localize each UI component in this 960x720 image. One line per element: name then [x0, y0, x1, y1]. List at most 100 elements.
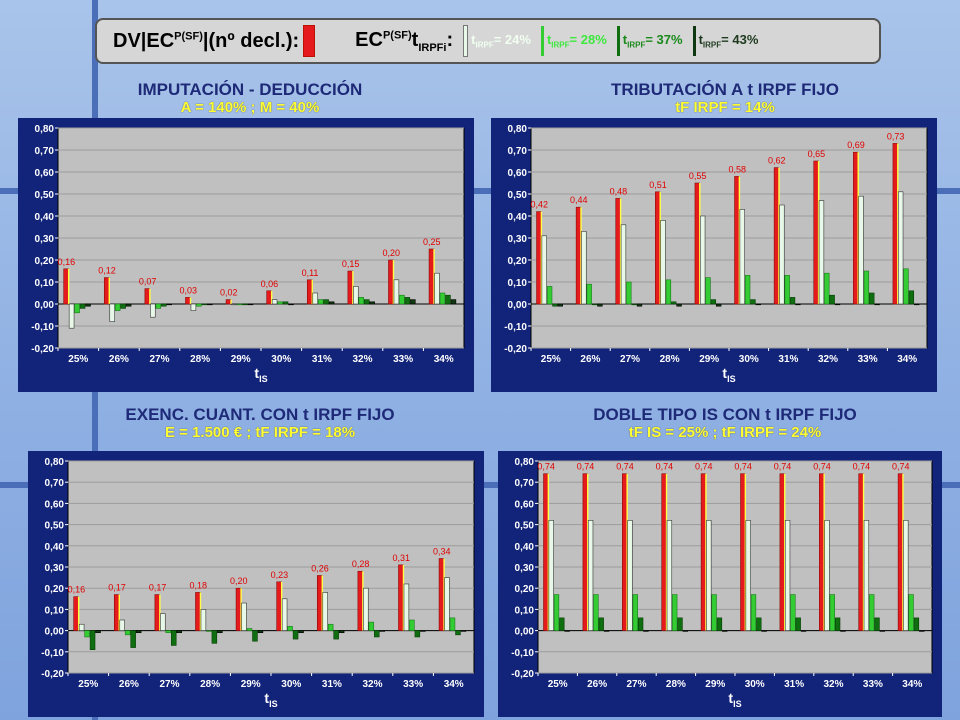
x-tick-label: 30% — [281, 679, 301, 690]
bar-series-2 — [78, 623, 85, 631]
bar-series-4 — [591, 303, 598, 306]
bar-highlight — [817, 161, 820, 304]
bar-series-4 — [829, 294, 835, 305]
bar-highlight — [402, 564, 405, 631]
bar-series-4 — [598, 617, 604, 631]
bar-series-2 — [548, 520, 554, 631]
bar-series-1 — [144, 288, 151, 305]
bar-series-1 — [388, 259, 394, 305]
y-tick-label: 0,00 — [508, 300, 528, 311]
bar-series-5 — [879, 630, 886, 632]
bar-series-2 — [109, 303, 115, 322]
bar-series-4 — [161, 303, 167, 307]
bar-series-1 — [779, 473, 785, 631]
bar-series-5 — [914, 303, 920, 306]
bar-highlight — [862, 473, 865, 631]
x-axis-label-sub: IS — [733, 699, 742, 709]
y-tick-label: -0,20 — [41, 669, 64, 680]
x-axis-label-sub: IS — [727, 374, 736, 384]
bar-series-2 — [903, 520, 909, 631]
bar-series-5 — [135, 630, 142, 634]
bar-series-3 — [790, 594, 796, 631]
y-tick-label: 0,10 — [515, 605, 535, 616]
bar-series-4 — [120, 303, 126, 309]
header-text: DV|EC — [113, 29, 175, 52]
bar-series-1 — [892, 143, 898, 305]
bar-series-3 — [711, 594, 717, 631]
bar-highlight — [443, 558, 445, 631]
bar-series-4 — [637, 617, 644, 631]
bar-highlight — [433, 249, 435, 304]
x-axis-label-main: t — [722, 365, 727, 381]
bar-series-4 — [414, 630, 421, 638]
bar-series-2 — [119, 619, 125, 631]
chart-title-tributacion: TRIBUTACIÓN A t IRPF FIJO tF IRPF = 14% — [490, 80, 960, 116]
bar-series-4 — [908, 290, 915, 305]
bar-series-2 — [779, 204, 785, 305]
x-tick-label: 30% — [271, 354, 291, 365]
data-label: 0,16 — [68, 585, 86, 595]
bar-highlight — [744, 473, 747, 631]
x-tick-label: 33% — [858, 354, 878, 365]
bar-series-2 — [858, 195, 864, 305]
bar-series-2 — [241, 602, 247, 631]
chart-panel-tributacion: 0,80 0,70 0,60 0,50 0,40 0,30 0,20 0,10 0,00 -0,1… — [491, 118, 937, 392]
data-label: 0,23 — [271, 570, 289, 580]
bar-highlight — [784, 473, 786, 631]
data-label: 0,03 — [179, 285, 197, 295]
bar-series-1 — [235, 587, 242, 631]
bar-series-4 — [874, 617, 880, 631]
bar-series-2 — [620, 224, 627, 305]
data-label: 0,74 — [656, 462, 674, 472]
bar-series-5 — [682, 630, 689, 632]
bar-series-5 — [840, 630, 846, 632]
header-text: : — [446, 28, 454, 51]
bar-series-4 — [913, 617, 920, 631]
bar-series-5 — [557, 303, 563, 307]
bar-series-4 — [552, 303, 558, 307]
y-tick-label: 0,50 — [45, 521, 65, 532]
bar-highlight — [778, 167, 780, 304]
x-tick-label: 33% — [863, 679, 883, 690]
header-formula-2: ECP(SF)tIRPFi: — [355, 29, 453, 54]
data-label: 0,02 — [220, 288, 238, 298]
x-tick-label: 32% — [823, 679, 843, 690]
y-tick-label: 0,20 — [35, 256, 55, 267]
bar-series-4 — [404, 297, 411, 305]
bar-series-2 — [627, 520, 633, 631]
bar-highlight — [392, 260, 395, 304]
bar-series-3 — [206, 630, 212, 632]
header-formula: DV|ECP(SF)|(nº decl.): — [113, 30, 299, 53]
y-tick-label: -0,10 — [504, 322, 527, 333]
bar-series-5 — [125, 303, 132, 307]
data-label: 0,58 — [728, 164, 746, 174]
y-tick-label: 0,00 — [35, 300, 55, 311]
bar-series-1 — [655, 191, 661, 305]
x-tick-label: 33% — [403, 679, 423, 690]
header-sup: P(SF) — [174, 29, 203, 42]
bar-highlight — [902, 473, 904, 631]
bar-series-2 — [666, 520, 673, 631]
bar-highlight — [321, 575, 323, 631]
bar-series-3 — [829, 594, 835, 631]
bar-highlight — [240, 588, 242, 631]
bar-series-2 — [322, 592, 328, 631]
y-tick-label: 0,70 — [35, 146, 55, 157]
bar-series-1 — [276, 581, 282, 631]
bar-series-1 — [438, 558, 445, 631]
bar-series-5 — [338, 630, 345, 634]
legend-text: tIRPF= 37% — [622, 32, 683, 50]
y-tick-label: 0,70 — [515, 478, 535, 489]
bar-series-1 — [622, 473, 628, 631]
bar-series-1 — [73, 596, 79, 631]
bar-highlight — [897, 143, 899, 304]
x-tick-label: 28% — [190, 354, 210, 365]
chart-panel-imputacion: 0,80 0,70 0,60 0,50 0,40 0,30 0,20 0,10 0,00 -0,1… — [18, 118, 474, 392]
bar-series-5 — [874, 303, 880, 306]
header-sup: P(SF) — [382, 28, 412, 41]
y-tick-label: 0,00 — [515, 627, 535, 638]
bar-series-1 — [819, 473, 825, 631]
bar-series-4 — [171, 630, 177, 646]
y-tick-label: 0,80 — [45, 457, 65, 468]
bar-series-5 — [247, 303, 254, 306]
